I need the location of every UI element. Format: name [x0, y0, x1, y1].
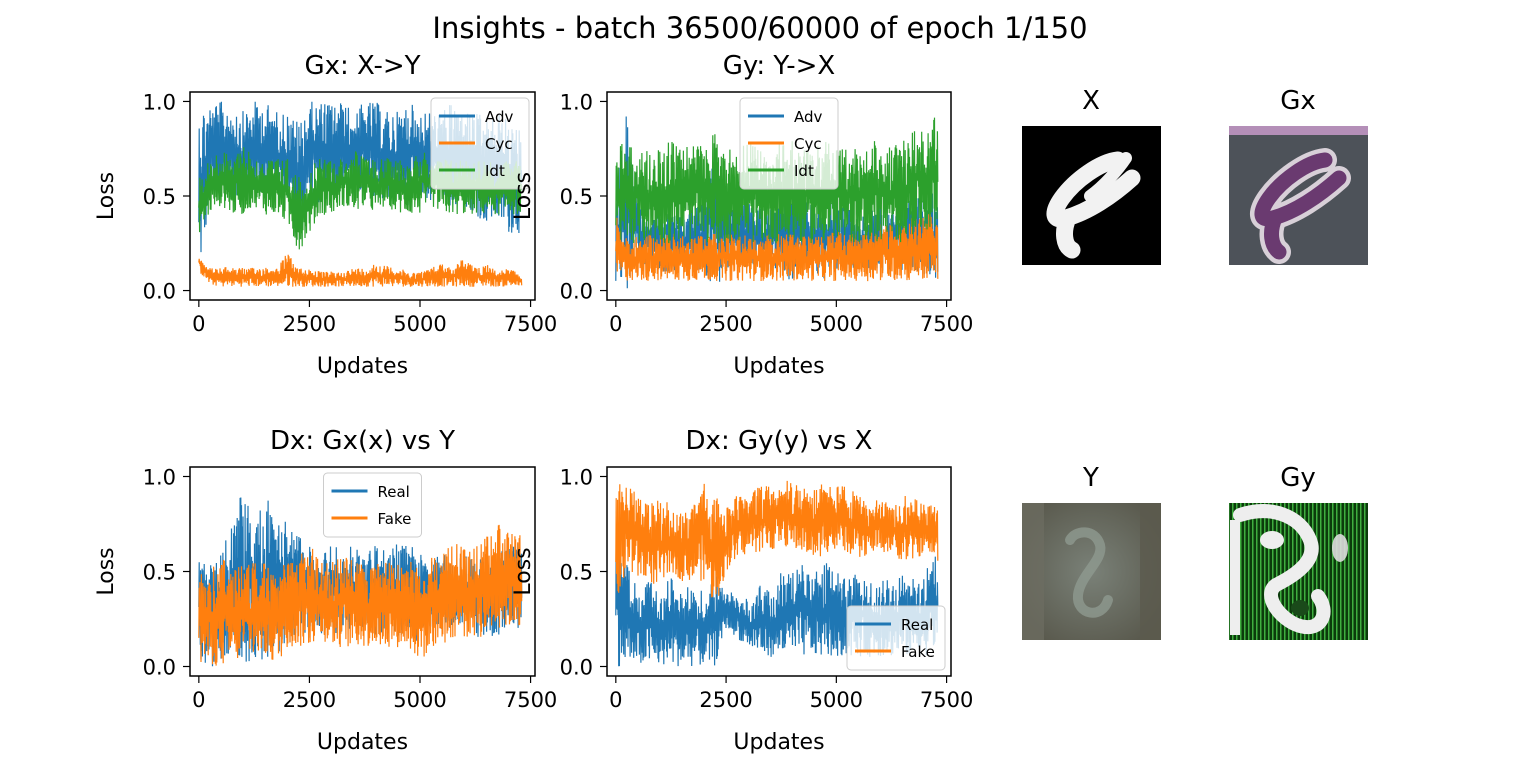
legend-label-cyc: Cyc [794, 135, 822, 153]
y-axis-label: Loss [94, 172, 119, 220]
legend: Real Fake [846, 605, 946, 671]
x-tick-label: 2500 [699, 312, 752, 336]
series-line-fake [198, 524, 523, 666]
y-tick-label: 1.0 [560, 90, 593, 114]
x-tick-label: 7500 [920, 312, 973, 336]
series-line-cyc [615, 212, 939, 282]
y-tick-label: 0.0 [143, 656, 176, 680]
plot-gy-y-to-x: 0 2500 5000 7500 0.0 0.5 1.0 Gy: Y->X Updates Los… [511, 51, 973, 379]
legend-label-fake: Fake [378, 510, 412, 528]
x-tick-label: 5000 [393, 312, 446, 336]
house-number-photo-image [1022, 503, 1161, 640]
legend-box [739, 97, 839, 190]
x-tick-label: 5000 [393, 688, 446, 712]
legend: Adv Cyc Idt [739, 97, 839, 190]
x-tick-label: 2500 [283, 312, 336, 336]
plot-dx-gx-vs-y: 0 2500 5000 7500 0.0 0.5 1.0 Dx: Gx(x) vs Y Upda… [94, 426, 557, 755]
legend-label-adv: Adv [794, 108, 823, 126]
legend: Adv Cyc Idt [430, 97, 530, 190]
legend-box [430, 97, 530, 190]
series-line-cyc [198, 254, 523, 287]
generated-purple-digit-image [1229, 126, 1368, 265]
image-panel-x: X [1022, 86, 1161, 265]
axes-title: Dx: Gy(y) vs X [686, 426, 873, 456]
image-title-gx: Gx [1280, 86, 1316, 116]
x-tick-label: 7500 [504, 688, 557, 712]
x-tick-label: 7500 [920, 688, 973, 712]
series-line-fake [615, 480, 939, 598]
legend-label-cyc: Cyc [485, 135, 513, 153]
axes-title: Gx: X->Y [304, 51, 420, 81]
y-tick-label: 0.0 [143, 280, 176, 304]
series-line-idt [615, 117, 939, 244]
x-tick-label: 2500 [283, 688, 336, 712]
x-tick-label: 5000 [810, 312, 863, 336]
legend-label-idt: Idt [485, 162, 505, 180]
legend-box [323, 472, 422, 538]
x-tick-label: 5000 [810, 688, 863, 712]
x-tick-label: 0 [609, 312, 622, 336]
y-tick-label: 1.0 [560, 466, 593, 490]
x-axis-label: Updates [317, 354, 408, 379]
y-tick-label: 1.0 [143, 466, 176, 490]
figure-suptitle: Insights - batch 36500/60000 of epoch 1/… [432, 11, 1087, 45]
legend-label-real: Real [901, 616, 933, 634]
x-tick-label: 0 [192, 312, 205, 336]
y-axis-label: Loss [511, 172, 536, 220]
x-axis-label: Updates [733, 354, 824, 379]
legend-box [846, 605, 946, 671]
generated-green-pattern-image [1229, 503, 1368, 640]
legend: Real Fake [323, 472, 422, 538]
image-title-gy: Gy [1280, 463, 1316, 493]
y-tick-label: 0.5 [143, 185, 176, 209]
x-axis-label: Updates [733, 730, 824, 755]
series-line-idt [198, 147, 523, 250]
legend-label-real: Real [378, 483, 410, 501]
axes-title: Gy: Y->X [723, 51, 835, 81]
image-panel-gx: Gx [1229, 86, 1368, 265]
legend-label-fake: Fake [901, 643, 935, 661]
plot-gx-x-to-y: 0 2500 5000 7500 0.0 0.5 1.0 Gx: X->Y Updates Los… [94, 51, 557, 379]
x-tick-label: 0 [609, 688, 622, 712]
x-tick-label: 7500 [504, 312, 557, 336]
y-tick-label: 0.0 [560, 280, 593, 304]
image-panel-gy: Gy [1229, 463, 1368, 640]
y-tick-label: 0.5 [560, 185, 593, 209]
y-axis-label: Loss [511, 547, 536, 595]
image-title-y: Y [1082, 463, 1099, 493]
y-tick-label: 0.5 [560, 561, 593, 585]
y-axis-label: Loss [94, 547, 119, 595]
plot-dx-gy-vs-x: 0 2500 5000 7500 0.0 0.5 1.0 Dx: Gy(y) vs X Upda… [511, 426, 973, 755]
legend-label-idt: Idt [794, 162, 814, 180]
x-tick-label: 0 [192, 688, 205, 712]
x-axis-label: Updates [317, 730, 408, 755]
handwritten-digit-image [1022, 126, 1161, 265]
x-tick-label: 2500 [699, 688, 752, 712]
y-tick-label: 0.5 [143, 561, 176, 585]
image-title-x: X [1082, 86, 1100, 116]
series-group [198, 497, 523, 667]
y-tick-label: 1.0 [143, 90, 176, 114]
image-panel-y: Y [1022, 463, 1161, 640]
axes-title: Dx: Gx(x) vs Y [270, 426, 455, 456]
series-group [615, 116, 939, 289]
legend-label-adv: Adv [485, 108, 514, 126]
y-tick-label: 0.0 [560, 656, 593, 680]
